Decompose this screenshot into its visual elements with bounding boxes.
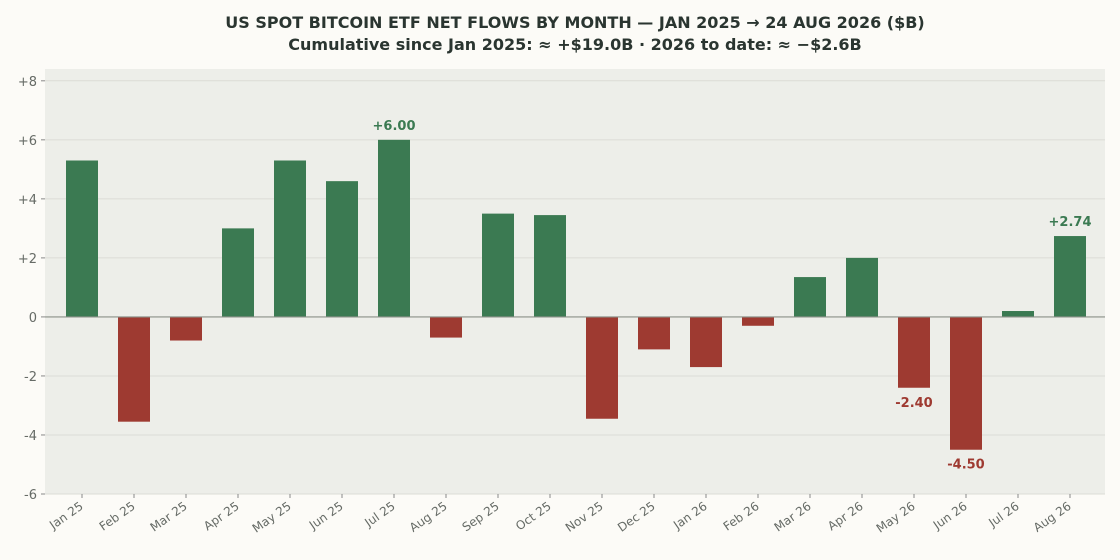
x-tick-label: Dec 25 [615,499,658,535]
x-tick-label: Jan 25 [46,499,86,533]
x-tick-label: Apr 26 [825,499,866,533]
bar-apr-25 [222,228,254,317]
bar-may-25 [274,160,306,317]
x-tick-label: Sep 25 [460,499,502,534]
x-axis: Jan 25 Feb 25 Mar 25 Apr 25 May 25 Jun 25 Jul … [46,494,1074,536]
bar-may-26 [898,316,930,388]
x-tick-label: Jul 25 [361,499,397,530]
x-tick-label: Mar 25 [148,499,190,534]
y-axis: -6 -4 -2 0 +2 +4 +6 +8 [18,75,45,503]
bar-feb-26 [742,316,774,326]
plot-area [45,69,1105,494]
y-tick-label: -6 [24,488,37,503]
x-tick-label: May 25 [250,499,294,536]
y-tick-label: 0 [29,311,37,326]
bar-jul-25 [378,139,410,317]
bar-jun-26 [950,316,982,450]
x-tick-label: May 26 [874,499,918,536]
x-tick-label: Nov 25 [563,499,606,535]
y-tick-label: -2 [24,370,37,385]
y-tick-label: +6 [18,134,37,149]
bars [66,139,1086,450]
bar-apr-26 [846,257,878,317]
x-tick-label: Feb 26 [721,499,762,534]
data-label: +2.74 [1049,215,1092,230]
x-tick-label: Jun 25 [306,499,346,533]
bar-mar-26 [794,277,826,317]
bar-aug-26 [1054,236,1086,317]
bar-dec-25 [638,316,670,350]
bar-aug-25 [430,316,462,338]
bar-jan-25 [66,160,98,317]
bar-sep-25 [482,213,514,317]
x-tick-label: Mar 26 [772,499,814,534]
bar-jan-26 [690,316,722,368]
y-tick-label: -4 [24,429,37,444]
bar-feb-25 [118,316,150,422]
chart-title: US SPOT BITCOIN ETF NET FLOWS BY MONTH —… [225,13,925,32]
x-tick-label: Aug 26 [1031,499,1074,535]
data-label: -2.40 [895,396,932,411]
data-labels: +6.00 -2.40 -4.50 +2.74 [373,119,1092,473]
x-tick-label: Oct 25 [513,499,554,533]
bar-oct-25 [534,215,566,317]
bar-jul-26 [1002,311,1034,317]
bar-mar-25 [170,316,202,341]
x-tick-label: Aug 25 [407,499,450,535]
x-tick-label: Jul 26 [985,499,1021,530]
y-tick-label: +8 [18,75,37,90]
x-tick-label: Jun 26 [930,499,970,533]
data-label: -4.50 [947,458,984,473]
bar-nov-25 [586,316,618,419]
data-label: +6.00 [373,119,416,134]
bar-jun-25 [326,181,358,317]
y-tick-label: +4 [18,193,37,208]
x-tick-label: Jan 26 [670,499,710,533]
y-tick-label: +2 [18,252,37,267]
x-tick-label: Apr 25 [201,499,242,533]
x-tick-label: Feb 25 [97,499,138,534]
chart-subtitle: Cumulative since Jan 2025: ≈ +$19.0B · 2… [288,35,862,54]
